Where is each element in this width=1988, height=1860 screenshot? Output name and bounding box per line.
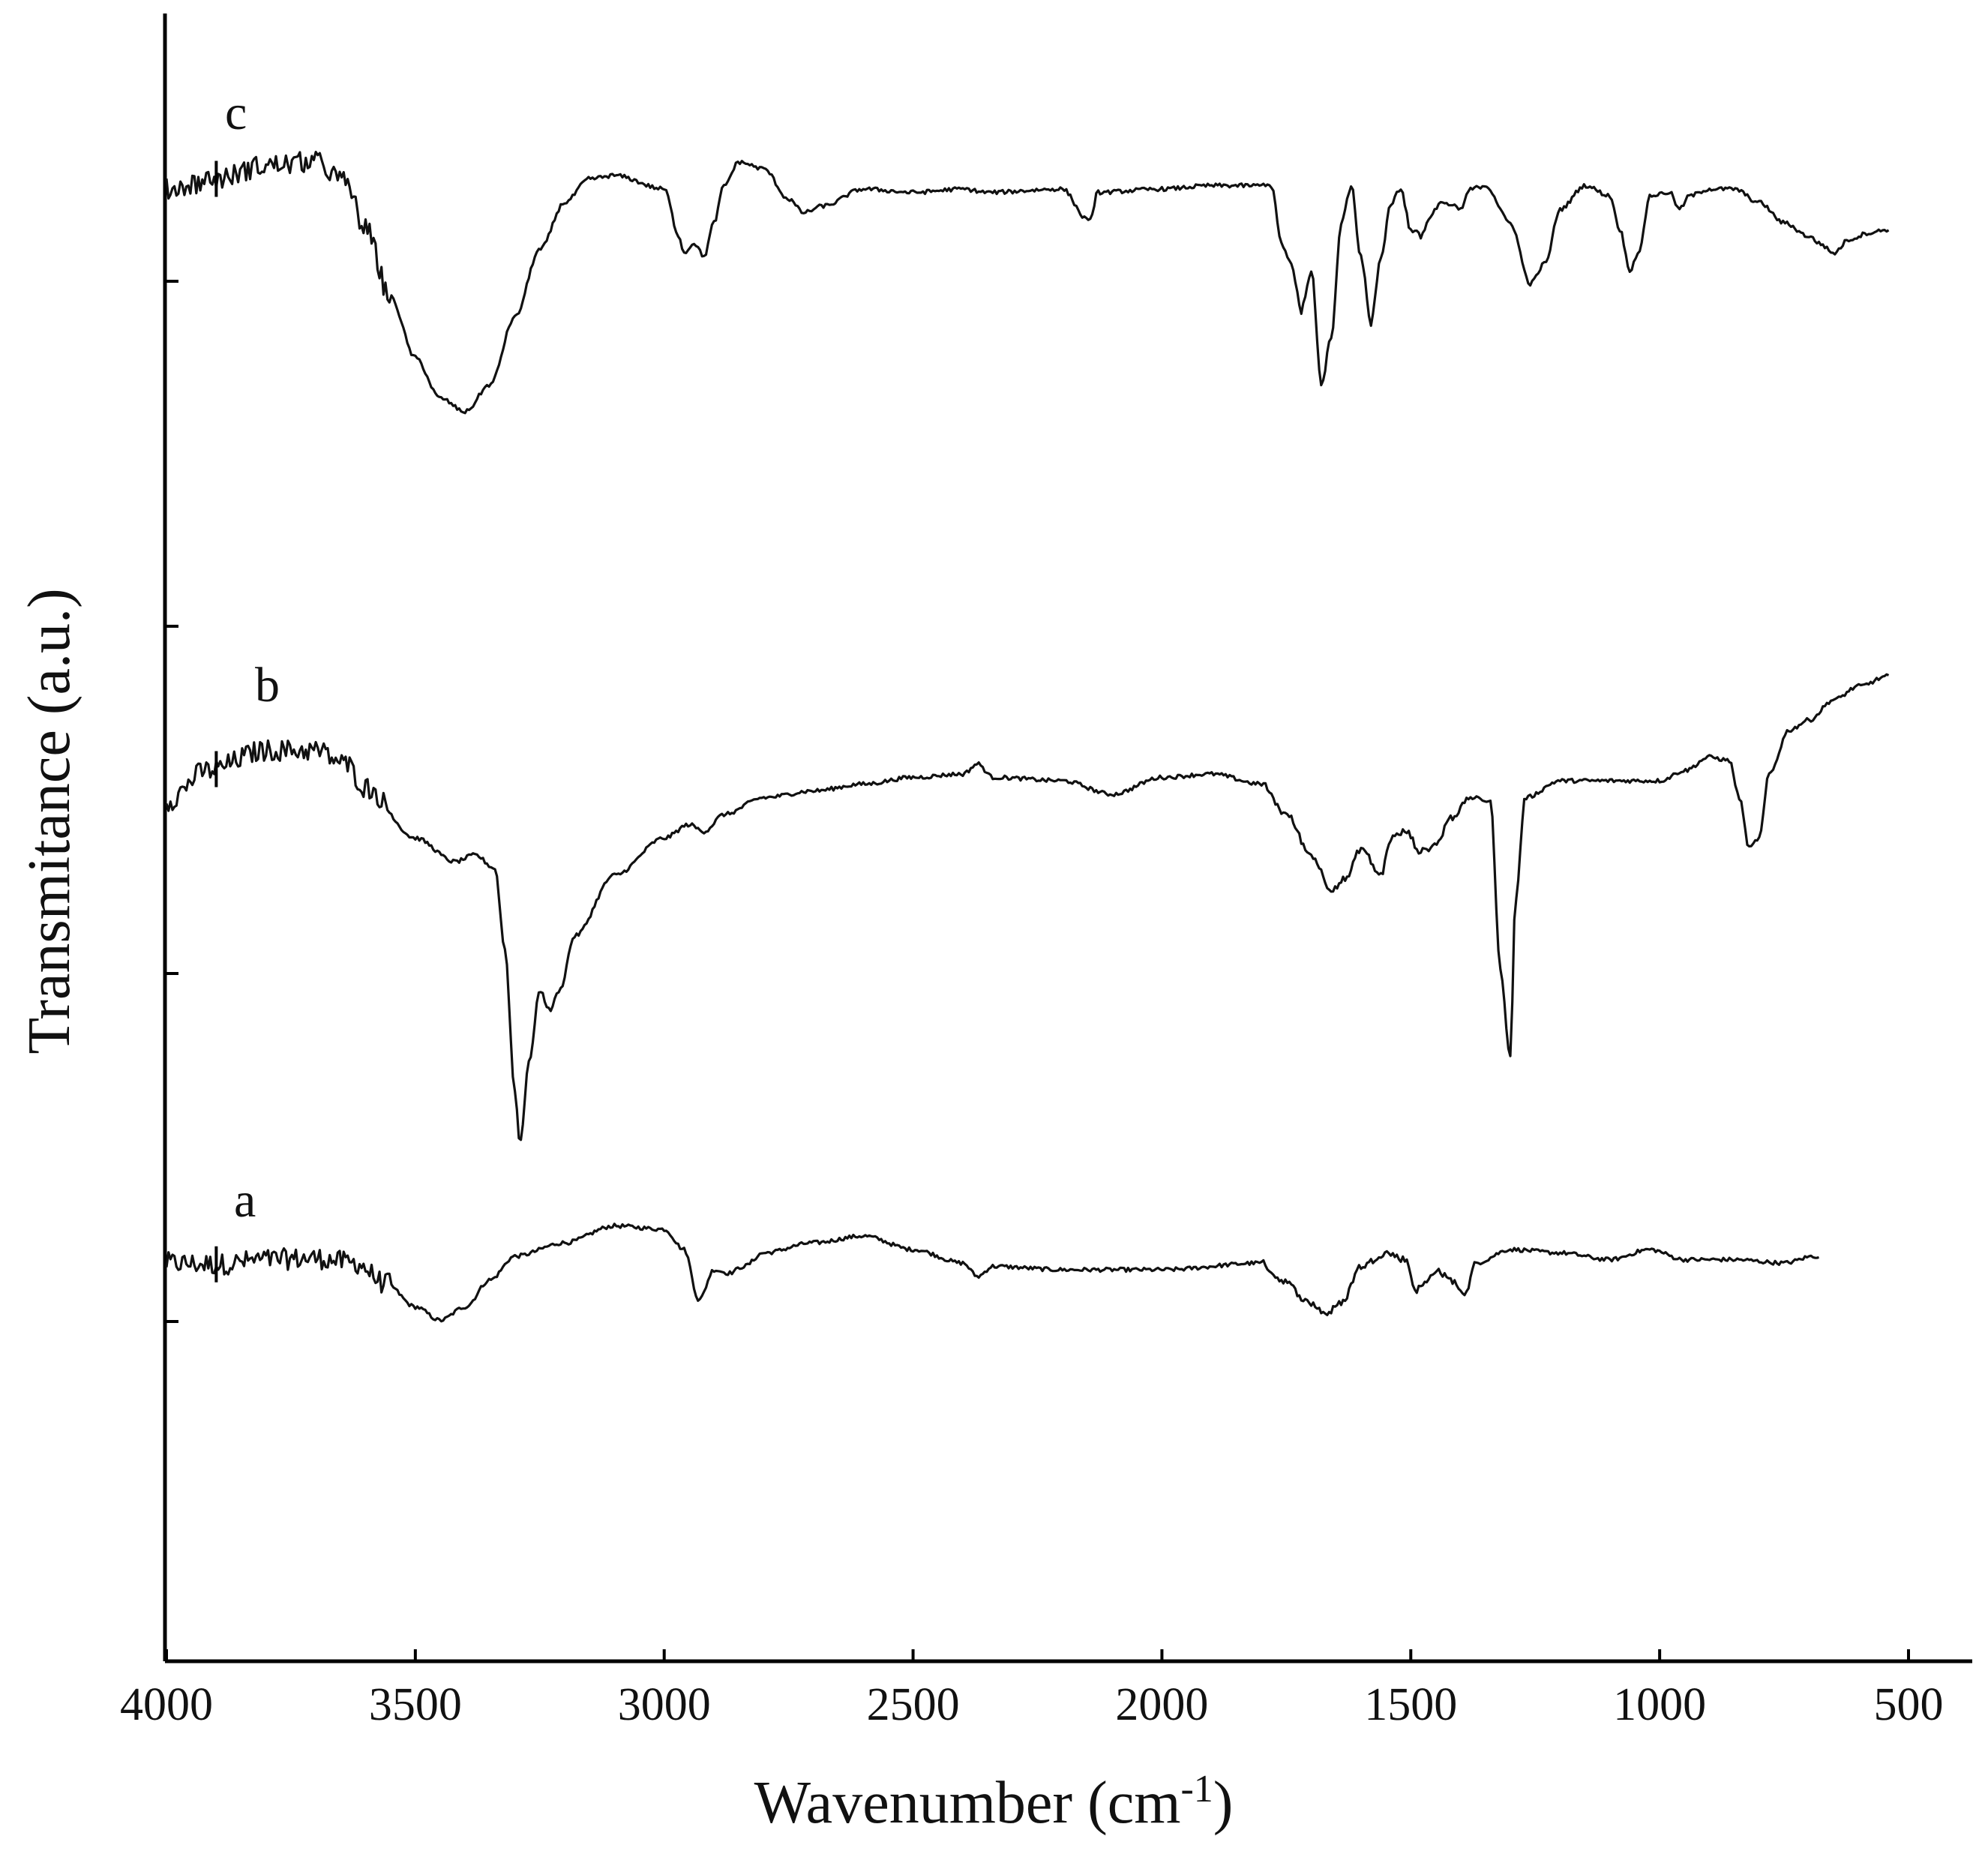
spectrum-line-c bbox=[165, 151, 1890, 415]
x-axis-title: Wavenumber (cm-1) bbox=[754, 1768, 1234, 1836]
series-label-c: c bbox=[225, 86, 247, 140]
x-tick-label: 1000 bbox=[1613, 1679, 1706, 1730]
x-tick-label: 2000 bbox=[1115, 1679, 1208, 1730]
x-axis-title-main: Wavenumber (cm bbox=[754, 1770, 1181, 1836]
spectra-series: a b c bbox=[165, 86, 1890, 1323]
x-tick-label: 3000 bbox=[618, 1679, 711, 1730]
x-tick-label: 500 bbox=[1874, 1679, 1944, 1730]
y-axis-ticks bbox=[165, 280, 178, 1323]
series-label-b: b bbox=[255, 658, 280, 712]
x-axis-ticks: 4000 3500 3000 2500 2000 1500 1000 500 bbox=[120, 1649, 1944, 1730]
x-tick-label: 3500 bbox=[369, 1679, 462, 1730]
x-axis-title-superscript: -1 bbox=[1180, 1768, 1213, 1810]
y-axis-title: Transmitance (a.u.) bbox=[16, 588, 82, 1054]
x-tick-label: 2500 bbox=[867, 1679, 960, 1730]
spectrum-line-b bbox=[165, 673, 1890, 1142]
series-label-a: a bbox=[234, 1173, 256, 1228]
x-tick-label: 4000 bbox=[120, 1679, 213, 1730]
x-tick-label: 1500 bbox=[1364, 1679, 1457, 1730]
x-axis-title-close: ) bbox=[1213, 1770, 1234, 1836]
spectrum-line-a bbox=[165, 1222, 1819, 1323]
